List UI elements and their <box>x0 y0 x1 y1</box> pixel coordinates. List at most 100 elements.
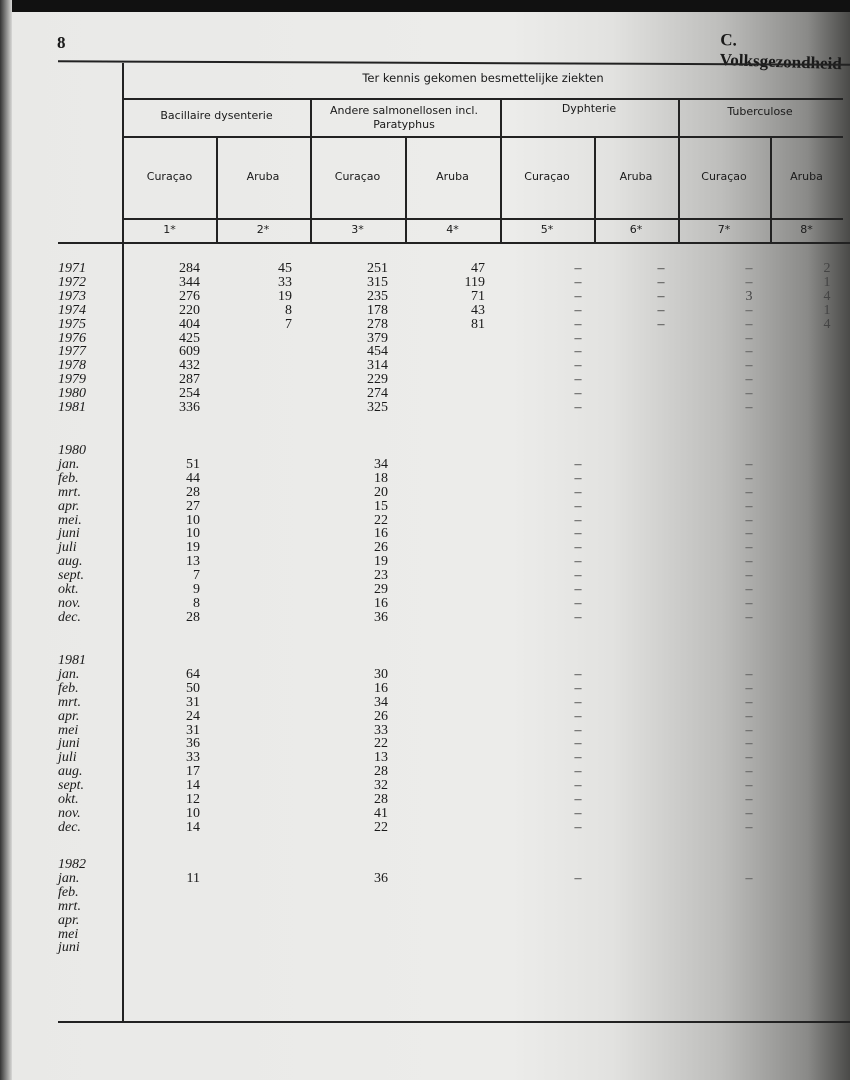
table-cell: – <box>574 609 582 625</box>
row-label: mrt. <box>58 484 81 500</box>
rule <box>123 218 843 220</box>
rule <box>678 98 680 244</box>
table-cell: – <box>574 595 582 611</box>
column-header: Curaçao <box>524 170 570 183</box>
table-cell: – <box>745 595 753 611</box>
table-cell: – <box>745 582 753 597</box>
column-number: 2* <box>256 223 270 236</box>
table-cell: 28 <box>374 764 388 780</box>
table-cell: 8 <box>193 595 200 611</box>
table-cell: – <box>574 819 582 835</box>
table-cell: – <box>574 372 582 388</box>
row-label: sept. <box>58 568 85 584</box>
table-cell: 220 <box>179 302 200 318</box>
table-cell: 287 <box>179 372 200 388</box>
column-number: 3* <box>351 223 364 236</box>
table-cell: – <box>574 694 582 710</box>
row-label: 1981 <box>58 400 86 415</box>
table-cell: 4 <box>823 316 831 332</box>
table-cell: – <box>574 526 582 542</box>
table-cell: – <box>574 666 582 682</box>
table-cell: – <box>745 274 753 290</box>
rule <box>123 136 843 138</box>
table-cell: 19 <box>374 554 388 570</box>
table-cell: – <box>574 316 582 332</box>
table-cell: 9 <box>193 582 200 597</box>
row-label: mrt. <box>58 694 81 710</box>
table-cell: 1 <box>823 274 831 290</box>
table-cell: 51 <box>186 456 200 472</box>
table-cell: 276 <box>179 288 200 304</box>
table-cell: 22 <box>374 736 388 752</box>
table-cell: – <box>745 666 753 682</box>
row-label: aug. <box>58 764 83 780</box>
column-number: 5* <box>540 223 554 236</box>
table-cell: 24 <box>186 708 200 724</box>
table-cell: – <box>745 778 753 794</box>
table-cell: – <box>745 330 753 346</box>
table-cell: – <box>574 484 582 500</box>
table-cell: – <box>574 302 582 318</box>
table-cell: 41 <box>374 805 388 821</box>
row-label: mei. <box>58 512 82 528</box>
table-cell: 26 <box>374 708 388 724</box>
table-cell: – <box>574 680 582 696</box>
table-cell: 64 <box>186 666 200 682</box>
row-label: 1977 <box>58 344 86 360</box>
row-label: okt. <box>58 792 79 807</box>
row-label: 1976 <box>58 330 86 346</box>
table-cell: 23 <box>374 568 388 584</box>
table-cell: – <box>574 358 582 374</box>
table-cell: 28 <box>374 792 388 807</box>
table-cell: – <box>574 330 582 346</box>
table-cell: 274 <box>367 386 388 402</box>
table-cell: – <box>745 750 753 766</box>
table-cell: – <box>745 358 753 374</box>
table-cell: 16 <box>374 526 388 542</box>
table-cell: 119 <box>464 274 485 290</box>
table-cell: 1 <box>823 302 831 318</box>
row-label: 1973 <box>58 288 86 304</box>
column-header: Aruba <box>436 170 469 183</box>
table-cell: 34 <box>374 456 388 472</box>
table-cell: 36 <box>186 736 200 752</box>
table-cell: – <box>574 498 582 514</box>
table-cell: – <box>574 792 582 807</box>
row-label: jan. <box>58 870 80 886</box>
table-cell: – <box>574 805 582 821</box>
table-cell: 235 <box>367 288 388 304</box>
table-cell: 30 <box>374 666 388 682</box>
row-label: 1972 <box>58 274 86 290</box>
table-cell: – <box>574 778 582 794</box>
row-label: 1975 <box>58 316 86 332</box>
table-cell: 10 <box>186 805 200 821</box>
table-cell: – <box>745 540 753 556</box>
table-cell: – <box>657 288 665 304</box>
table-cell: – <box>745 554 753 570</box>
row-label: jan. <box>58 666 80 682</box>
table-cell: – <box>657 261 665 276</box>
table-cell: 19 <box>186 540 200 556</box>
table-cell: – <box>745 470 753 486</box>
section-heading: 1981 <box>58 653 86 668</box>
table-cell: – <box>745 526 753 542</box>
table-cell: 47 <box>471 261 485 276</box>
table-cell: – <box>574 568 582 584</box>
table-cell: – <box>574 288 582 304</box>
table-cell: – <box>574 400 582 415</box>
table-cell: 13 <box>186 554 200 570</box>
column-header: Aruba <box>790 170 823 183</box>
column-header: Curaçao <box>334 170 381 183</box>
rule <box>405 136 407 244</box>
table-cell: – <box>574 540 582 556</box>
group-header: Andere salmonellosen incl. Paratyphus <box>330 104 478 131</box>
table-cell: – <box>574 554 582 570</box>
row-label: feb. <box>58 884 79 900</box>
table-cell: 7 <box>285 316 292 332</box>
table-cell: – <box>745 764 753 780</box>
table-cell: 14 <box>186 778 200 794</box>
table-cell: – <box>574 736 582 752</box>
table-cell: 178 <box>367 302 388 318</box>
table-cell: 22 <box>374 819 388 835</box>
table-cell: – <box>745 722 753 738</box>
